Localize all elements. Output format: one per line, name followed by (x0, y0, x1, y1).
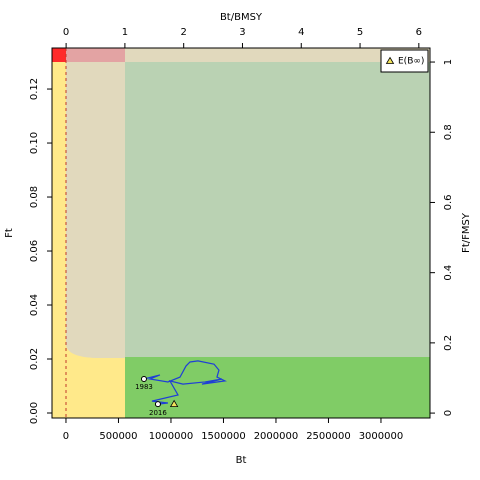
start-label: 1983 (135, 383, 153, 391)
y2-tick-label: 0.6 (443, 195, 454, 211)
end-label: 2016 (149, 409, 167, 417)
y2-tick-label: 0.4 (443, 265, 454, 281)
x2-tick-label: 4 (298, 27, 304, 38)
end-point (154, 401, 161, 408)
y-axis-title: Ft (4, 228, 15, 238)
plot-frame (51, 47, 431, 419)
y-tick-label: 0.12 (29, 78, 40, 100)
region-yellow (52, 62, 125, 418)
y-tick-label: 0.06 (29, 240, 40, 262)
y2-axis-title: Ft/FMSY (461, 212, 472, 253)
y-tick-label: 0.02 (29, 348, 40, 370)
x-tick-label: 3000000 (359, 431, 404, 442)
legend-symbol (385, 56, 395, 64)
x-tick-label: 500000 (99, 431, 137, 442)
x-tick-label: 2500000 (306, 431, 351, 442)
start-point (140, 375, 147, 382)
x-tick-label: 1500000 (201, 431, 246, 442)
x2-tick-label: 3 (239, 27, 245, 38)
region-pink (66, 48, 125, 62)
legend-label: E(B∞) (398, 57, 424, 67)
region-red (52, 48, 66, 62)
y2-tick-label: 0.8 (443, 124, 454, 140)
x2-tick-label: 6 (416, 27, 422, 38)
x2-axis-title: Bt/BMSY (220, 12, 263, 23)
region-overfished-free (125, 62, 430, 358)
y2-tick-label: 0 (443, 410, 454, 416)
y-tick-label: 0.10 (29, 132, 40, 154)
legend-box (380, 49, 429, 73)
x-tick-label: 1000000 (149, 431, 194, 442)
trajectory-line (143, 360, 228, 405)
x-tick-label: 2000000 (254, 431, 299, 442)
y-tick-label: 0.00 (29, 402, 40, 424)
x2-tick-label: 0 (63, 27, 69, 38)
region-beige (66, 62, 125, 358)
legend: E(B∞) (380, 49, 429, 73)
y2-tick-label: 1 (443, 59, 454, 65)
x2-tick-label: 5 (357, 27, 363, 38)
x-axis-title: Bt (236, 455, 247, 466)
x2-tick-label: 1 (122, 27, 128, 38)
y-tick-label: 0.04 (29, 294, 40, 316)
x2-tick-label: 2 (180, 27, 186, 38)
y-tick-label: 0.08 (29, 186, 40, 208)
x-tick-label: 0 (63, 431, 69, 442)
y2-tick-label: 0.2 (443, 335, 454, 351)
region-healthy (125, 357, 430, 418)
equilibrium-point (169, 399, 179, 407)
